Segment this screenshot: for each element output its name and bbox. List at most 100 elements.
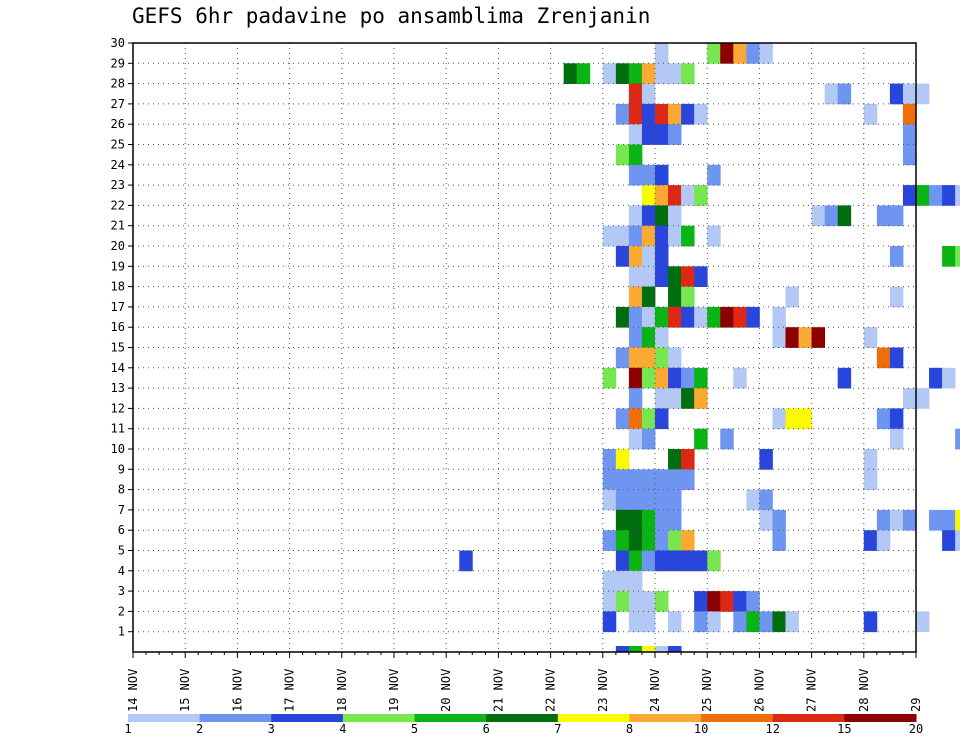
cell xyxy=(628,63,643,84)
cell xyxy=(615,306,630,328)
x-tick-label: 24 NOV xyxy=(648,669,662,712)
cell xyxy=(655,225,669,247)
legend-swatch xyxy=(271,714,344,722)
cell xyxy=(681,185,695,206)
cell xyxy=(772,306,786,328)
y-tick-label: 8 xyxy=(118,483,125,497)
cell xyxy=(759,43,773,64)
cell xyxy=(681,388,695,409)
cell xyxy=(641,489,656,511)
cell xyxy=(733,611,747,633)
cell xyxy=(889,246,904,267)
x-tick-label: 16 NOV xyxy=(230,669,244,712)
cell xyxy=(942,367,956,389)
cell xyxy=(707,306,721,328)
cell xyxy=(628,646,643,652)
cell xyxy=(655,164,669,186)
cell xyxy=(628,124,643,145)
cell xyxy=(824,205,839,227)
cell xyxy=(668,530,682,551)
cell xyxy=(602,489,617,511)
cell xyxy=(694,550,708,572)
cell xyxy=(628,286,643,308)
cell xyxy=(641,530,656,551)
cell xyxy=(798,327,812,348)
cell xyxy=(733,591,747,612)
cell xyxy=(694,388,708,409)
y-tick-label: 20 xyxy=(111,239,125,253)
cell xyxy=(628,367,643,389)
cell xyxy=(759,611,773,633)
cell xyxy=(720,306,734,328)
cell xyxy=(628,347,643,369)
legend-label: 12 xyxy=(766,722,780,736)
cell xyxy=(641,164,656,186)
cell xyxy=(655,266,669,287)
y-tick-label: 7 xyxy=(118,503,125,517)
cell xyxy=(628,103,643,125)
cell xyxy=(863,449,878,470)
cell xyxy=(668,611,682,633)
chart-title: GEFS 6hr padavine po ansamblima Zrenjani… xyxy=(132,4,651,28)
x-tick-label: 28 NOV xyxy=(857,669,871,712)
cell xyxy=(681,103,695,125)
cell xyxy=(668,367,682,389)
cell xyxy=(641,611,656,633)
cell xyxy=(655,347,669,369)
cell xyxy=(602,591,617,612)
cell xyxy=(641,646,656,652)
cell xyxy=(641,205,656,227)
cell xyxy=(876,205,891,227)
cell xyxy=(668,266,682,287)
cell xyxy=(681,550,695,572)
cell xyxy=(628,550,643,572)
y-tick-label: 25 xyxy=(111,138,125,152)
cell xyxy=(641,185,656,206)
cell xyxy=(707,550,721,572)
x-tick-label: 15 NOV xyxy=(178,669,192,712)
cell xyxy=(655,103,669,125)
x-tick-label: 19 NOV xyxy=(387,669,401,712)
cell xyxy=(641,83,656,105)
x-tick-label: 17 NOV xyxy=(283,669,297,712)
cell xyxy=(876,347,891,369)
x-tick-label: 14 NOV xyxy=(126,669,140,712)
legend-label: 10 xyxy=(694,722,708,736)
x-tick-label: 21 NOV xyxy=(491,669,505,712)
legend-label: 5 xyxy=(411,722,418,736)
x-tick-label: 29 xyxy=(909,698,923,712)
cell xyxy=(576,63,591,84)
cell xyxy=(902,388,917,409)
cell xyxy=(615,591,630,612)
cell xyxy=(955,530,960,551)
cell xyxy=(824,83,839,105)
cell xyxy=(889,428,904,450)
cell xyxy=(811,327,826,348)
y-tick-label: 10 xyxy=(111,442,125,456)
cell xyxy=(929,367,943,389)
cell xyxy=(876,530,891,551)
cell xyxy=(628,428,643,450)
cell xyxy=(720,428,734,450)
cell xyxy=(694,185,708,206)
cell xyxy=(759,509,773,531)
cell xyxy=(668,509,682,531)
cell xyxy=(942,509,956,531)
cell xyxy=(694,367,708,389)
legend-swatch xyxy=(414,714,487,722)
cell xyxy=(707,164,721,186)
cell xyxy=(863,469,878,490)
cell xyxy=(655,591,669,612)
cell xyxy=(681,530,695,551)
cell xyxy=(681,469,695,490)
cell xyxy=(720,43,734,64)
x-tick-label: 26 NOV xyxy=(752,669,766,712)
cells-group xyxy=(459,43,960,652)
cell xyxy=(628,83,643,105)
legend-label: 4 xyxy=(339,722,346,736)
legend-label: 1 xyxy=(124,722,131,736)
cell xyxy=(837,83,852,105)
cell xyxy=(628,469,643,490)
